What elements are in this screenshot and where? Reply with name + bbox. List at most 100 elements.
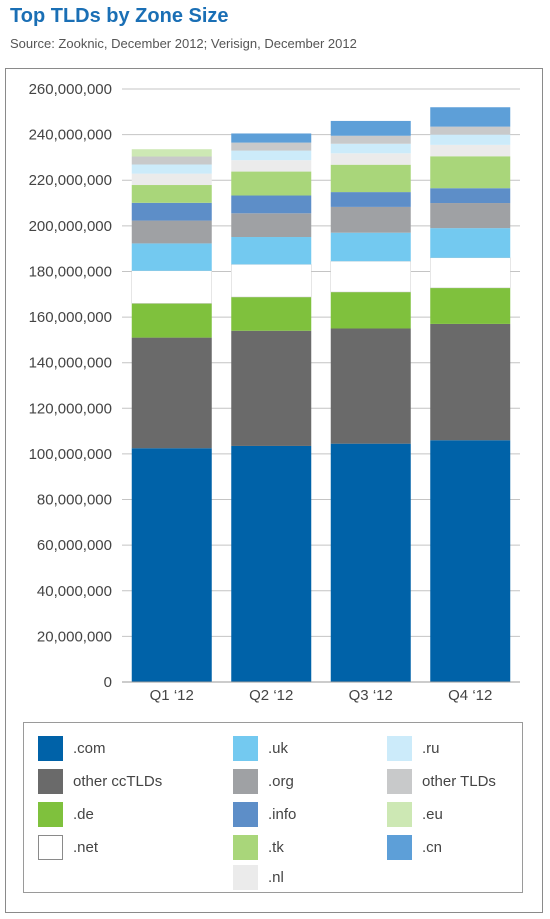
legend-item: other TLDs: [387, 768, 496, 794]
bar-segment: [231, 213, 312, 238]
bar-segment: [231, 264, 312, 298]
bar-segment: [231, 330, 312, 446]
x-tick-label: Q1 ‘12: [150, 687, 194, 704]
bar-segment: [131, 173, 212, 186]
legend-label: .cn: [422, 838, 443, 856]
bar-segment: [330, 192, 411, 207]
legend-label: .org: [268, 772, 294, 790]
x-tick-label: Q3 ‘12: [349, 687, 393, 704]
legend-swatch: [38, 735, 63, 761]
legend-label: other TLDs: [422, 772, 496, 790]
bar-segment: [430, 257, 511, 289]
bar-segment: [330, 232, 411, 262]
bar-segment: [330, 120, 411, 136]
bar-segment: [231, 445, 312, 682]
y-tick-label: 140,000,000: [29, 355, 112, 372]
bar-segment: [430, 323, 511, 441]
bar-segment: [131, 164, 212, 174]
legend-swatch: [387, 735, 412, 761]
legend-item: other ccTLDs: [38, 768, 162, 794]
legend-label: .uk: [268, 739, 289, 757]
legend-swatch: [387, 801, 412, 827]
bar-segment: [330, 143, 411, 154]
chart-subtitle: Source: Zooknic, December 2012; Verisign…: [10, 36, 357, 51]
legend-swatch: [233, 735, 258, 761]
y-tick-label: 240,000,000: [29, 127, 112, 144]
bar-segment: [131, 202, 212, 221]
bar-segment: [430, 287, 511, 324]
bar-segment: [231, 142, 312, 151]
y-tick-label: 180,000,000: [29, 263, 112, 280]
bar-segment: [131, 448, 212, 682]
bar-segment: [131, 220, 212, 244]
bar-segment: [430, 156, 511, 189]
bar-segment: [231, 195, 312, 214]
bar-segment: [330, 135, 411, 144]
legend-swatch: [233, 768, 258, 794]
bar-segment: [330, 153, 411, 165]
y-tick-label: 160,000,000: [29, 309, 112, 326]
bar-segment: [330, 291, 411, 329]
legend-item: .com: [38, 735, 106, 761]
bar-segment: [330, 443, 411, 682]
bar-segment: [131, 156, 212, 165]
legend-label: .de: [73, 805, 94, 823]
legend-label: other ccTLDs: [73, 772, 163, 790]
bar-segment: [231, 297, 312, 331]
legend-item: .nl: [233, 864, 284, 890]
legend-swatch: [233, 834, 258, 860]
y-tick-label: 60,000,000: [37, 537, 112, 554]
bar-segment: [231, 171, 312, 196]
legend-item: .tk: [233, 834, 284, 860]
legend-label: .tk: [268, 838, 284, 856]
legend-swatch: [233, 864, 258, 890]
bar-segment: [330, 164, 411, 193]
bar-segment: [231, 133, 312, 143]
legend-item: .de: [38, 801, 94, 827]
bar-segment: [430, 144, 511, 157]
bar-segment: [330, 206, 411, 233]
x-tick-label: Q2 ‘12: [249, 687, 293, 704]
y-tick-label: 80,000,000: [37, 492, 112, 509]
legend-swatch: [387, 834, 412, 860]
y-tick-label: 120,000,000: [29, 400, 112, 417]
legend-label: .ru: [422, 739, 440, 757]
legend-item: .net: [38, 834, 98, 860]
bar-segment: [430, 126, 511, 135]
y-tick-label: 200,000,000: [29, 218, 112, 235]
bar-segment: [131, 303, 212, 338]
y-tick-label: 0: [104, 674, 112, 691]
bar-segment: [330, 260, 411, 293]
legend-item: .info: [233, 801, 296, 827]
y-axis: 0 20,000,000 40,000,000 60,000,000 80,000,00…: [29, 81, 112, 691]
bar-segment: [430, 134, 511, 145]
y-tick-label: 20,000,000: [37, 628, 112, 645]
legend-item: .cn: [387, 834, 442, 860]
bar-segment: [131, 337, 212, 449]
legend-label: .info: [268, 805, 297, 823]
legend-label: .net: [73, 838, 99, 856]
bar-segment: [131, 185, 212, 203]
bar-segment: [430, 440, 511, 682]
legend-item: .org: [233, 768, 294, 794]
legend-swatch: [38, 801, 63, 827]
legend-item: .eu: [387, 801, 443, 827]
y-tick-label: 220,000,000: [29, 172, 112, 189]
stacked-bar-chart: 0 20,000,000 40,000,000 60,000,000 80,000,00…: [29, 81, 520, 704]
bar-segment: [430, 188, 511, 204]
bar-segment: [131, 270, 212, 304]
legend-label: .com: [73, 739, 106, 757]
legend-swatch: [387, 768, 412, 794]
bar-segment: [430, 203, 511, 229]
chart-title: Top TLDs by Zone Size: [10, 5, 229, 27]
bar-segment: [330, 328, 411, 444]
bar-segment: [430, 228, 511, 258]
bar-segment: [430, 107, 511, 127]
legend-label: .nl: [268, 868, 284, 886]
y-tick-label: 40,000,000: [37, 583, 112, 600]
y-tick-label: 100,000,000: [29, 446, 112, 463]
x-axis: Q1 ‘12 Q2 ‘12 Q3 ‘12 Q4 ‘12: [122, 681, 520, 704]
bars: [131, 107, 511, 682]
bar-segment: [231, 160, 312, 172]
